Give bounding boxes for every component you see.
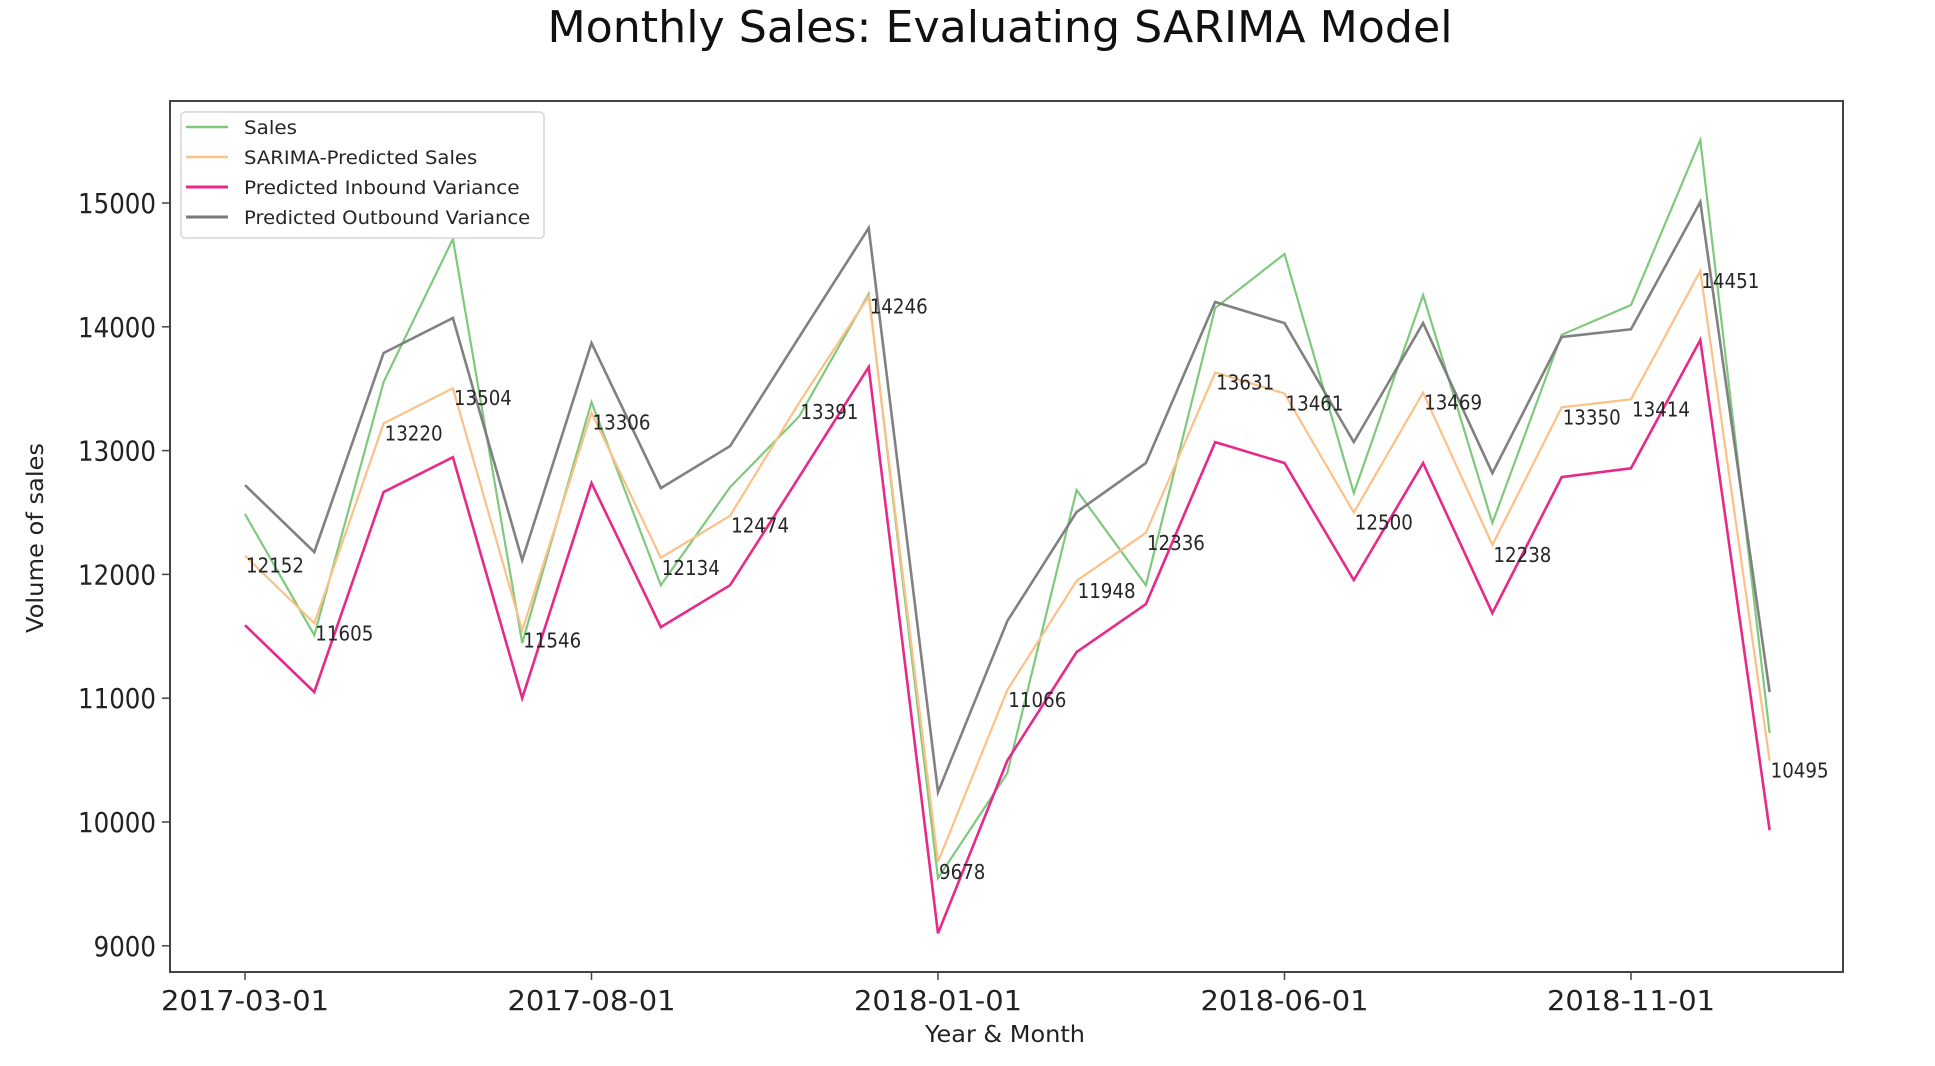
x-tick-label: 2018-01-01 [854,984,1022,1017]
x-tick-label: 2017-08-01 [508,984,676,1017]
y-tick-label: 11000 [78,682,156,715]
data-label: 9678 [939,860,985,884]
y-tick-label: 12000 [78,558,156,591]
legend-label-predicted-inbound-variance: Predicted Inbound Variance [244,177,520,199]
data-label: 12474 [731,514,789,538]
data-label: 12152 [246,554,304,578]
y-axis: 9000 10000 11000 12000 13000 14000 15000 [78,187,170,963]
data-label: 11948 [1078,579,1136,603]
data-label: 13504 [454,386,512,410]
data-label: 13414 [1632,397,1690,421]
legend-box [180,111,545,239]
x-tick-label: 2018-11-01 [1547,984,1715,1017]
y-tick-label: 9000 [94,930,156,963]
x-axis: 2017-03-01 2017-08-01 2018-01-01 2018-06-01… [161,972,1715,1017]
data-label: 10495 [1771,759,1829,783]
data-label: 13391 [800,400,858,424]
data-label: 12336 [1147,531,1205,555]
data-labels: 12152 11605 13220 13504 11546 13306 12134 12474… [246,269,1829,884]
data-label: 14246 [870,294,928,318]
data-label: 11066 [1008,688,1066,712]
data-label: 12238 [1493,543,1551,567]
axes-frame [169,100,1844,973]
series-lines [244,135,1771,934]
data-label: 12134 [662,556,720,580]
data-label: 12500 [1355,511,1413,535]
data-label: 13350 [1563,405,1621,429]
y-tick-label: 14000 [78,311,156,344]
data-label: 13461 [1286,392,1344,416]
y-tick-label: 15000 [78,187,156,220]
data-label: 13306 [593,411,651,435]
data-label: 13220 [385,421,443,445]
data-label: 13469 [1424,391,1482,415]
data-label: 11546 [523,629,581,653]
x-axis-label: Year & Month [924,1022,1085,1048]
chart-title: Monthly Sales: Evaluating SARIMA Model [548,2,1453,53]
y-tick-label: 10000 [78,806,156,839]
data-label: 11605 [315,621,373,645]
legend-label-sales: Sales [244,117,297,139]
y-axis-label: Volume of sales [23,443,49,633]
x-tick-label: 2018-06-01 [1201,984,1369,1017]
y-tick-label: 13000 [78,435,156,468]
legend-label-predicted-outbound-variance: Predicted Outbound Variance [244,207,530,229]
data-label: 13631 [1216,371,1274,395]
x-tick-label: 2017-03-01 [161,984,329,1017]
legend: Sales SARIMA-Predicted Sales Predicted Inb… [180,111,545,239]
data-label: 14451 [1701,269,1759,293]
legend-label-sarima-predicted-sales: SARIMA-Predicted Sales [244,147,477,169]
